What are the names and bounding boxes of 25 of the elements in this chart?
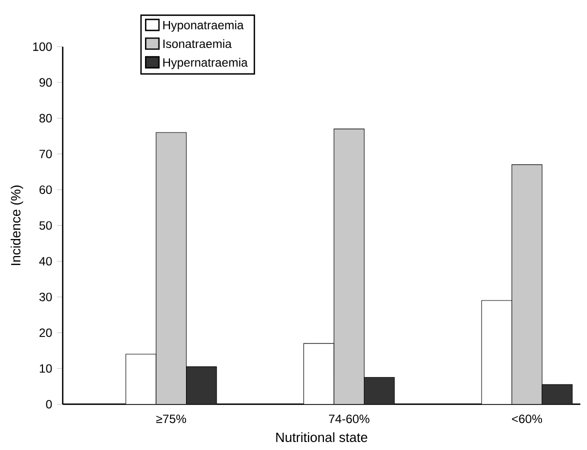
- y-tick-label: 30: [39, 292, 52, 302]
- y-tick-label: 70: [40, 150, 52, 158]
- bar: [364, 377, 395, 404]
- legend-label: Isonatraemia: [163, 39, 232, 48]
- x-axis-title: Nutritional state: [276, 432, 368, 442]
- y-tick-label: 60: [40, 186, 52, 194]
- y-axis-title: Incidence (%): [10, 186, 24, 266]
- x-tick-label: ≥75%: [156, 414, 186, 424]
- y-tick-label: 0: [46, 400, 52, 409]
- y-tick-label: 80: [39, 114, 52, 123]
- legend-label: Hypernatraemia: [163, 58, 248, 70]
- y-tick-label: 100: [33, 42, 52, 52]
- bar: [334, 128, 364, 404]
- bar: [542, 384, 573, 404]
- legend-label: Hyponatraemia: [163, 20, 244, 32]
- y-tick-label: 20: [40, 328, 52, 338]
- bar: [186, 366, 217, 404]
- y-tick-label: 50: [39, 221, 52, 230]
- bar: [156, 132, 187, 404]
- y-tick-label: 90: [40, 78, 52, 87]
- y-tick-label: 10: [40, 364, 52, 373]
- x-tick-label: <60%: [512, 414, 542, 424]
- x-tick-label: 74-60%: [329, 414, 370, 424]
- bar: [512, 164, 542, 404]
- y-tick-label: 40: [39, 257, 52, 266]
